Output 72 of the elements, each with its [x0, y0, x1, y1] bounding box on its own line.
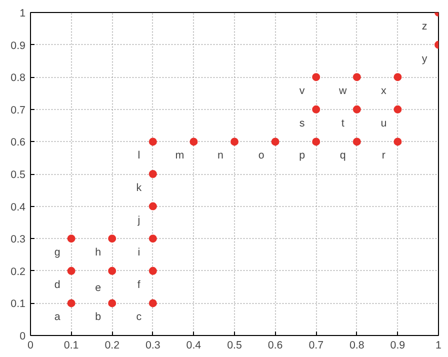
annotation: j [136, 214, 140, 226]
point [352, 105, 361, 114]
point [312, 73, 320, 82]
annotation: y [422, 52, 428, 65]
annotation: w [338, 85, 348, 98]
y-tick-label: 1 [20, 8, 26, 20]
point [312, 105, 320, 114]
annotation: m [175, 150, 184, 162]
point [148, 170, 157, 178]
annotation: q [340, 150, 346, 162]
x-tick-label: 0.3 [145, 340, 160, 352]
annotation: l [138, 150, 140, 162]
point [148, 234, 157, 243]
point [67, 266, 76, 275]
x-tick-label: 0.9 [390, 340, 406, 352]
point [108, 299, 116, 308]
x-tick-label: 0 [28, 340, 34, 352]
annotation: e [95, 282, 102, 294]
annotation: i [138, 246, 140, 259]
annotation: u [380, 117, 387, 130]
point [108, 234, 116, 243]
annotation: o [258, 150, 264, 162]
annotation: s [299, 117, 305, 130]
y-tick-label: 0.6 [10, 136, 26, 149]
y-tick-label: 0.7 [10, 104, 26, 116]
annotation: n [218, 150, 224, 162]
annotation: r [382, 150, 386, 162]
point [67, 234, 76, 243]
annotation: z [422, 20, 428, 32]
point [190, 138, 198, 146]
annotation: f [137, 278, 140, 291]
y-tick-label: 0.5 [10, 169, 26, 181]
annotation: p [299, 150, 306, 162]
x-tick-label: 0.4 [186, 340, 202, 352]
x-tick-label: 0.5 [227, 340, 242, 352]
point [108, 266, 116, 275]
x-tick-label: 0.2 [104, 340, 120, 352]
point [271, 138, 280, 146]
annotation: v [299, 85, 306, 98]
y-tick-label: 0.8 [10, 72, 26, 84]
annotation: a [54, 311, 60, 324]
point [148, 138, 157, 146]
point [67, 299, 76, 308]
annotation: t [341, 117, 344, 130]
y-tick-label: 0.1 [10, 298, 26, 310]
annotation: x [381, 85, 388, 98]
y-tick-label: 0.3 [10, 234, 26, 246]
point [148, 299, 157, 308]
y-tick-label: 0.2 [10, 266, 26, 278]
x-tick-label: 0.1 [64, 340, 79, 352]
y-tick-label: 0.4 [10, 201, 26, 214]
annotation: b [95, 311, 102, 324]
point [148, 202, 157, 210]
y-tick-label: 0 [20, 330, 26, 342]
point [148, 266, 157, 275]
annotation: g [54, 246, 60, 259]
x-tick-label: 0.8 [349, 340, 364, 352]
point [230, 138, 238, 146]
point [312, 138, 320, 146]
annotation: d [54, 278, 60, 291]
x-tick-label: 0.6 [268, 340, 283, 352]
point [394, 105, 402, 114]
point [352, 73, 361, 82]
x-tick-label: 1 [436, 340, 442, 352]
annotation: k [136, 182, 142, 194]
x-tick-label: 0.7 [308, 340, 324, 352]
point [394, 73, 402, 82]
point [352, 138, 361, 146]
point [394, 138, 402, 146]
annotation: h [95, 246, 102, 259]
annotation: c [136, 311, 142, 324]
y-tick-label: 0.9 [10, 40, 26, 52]
